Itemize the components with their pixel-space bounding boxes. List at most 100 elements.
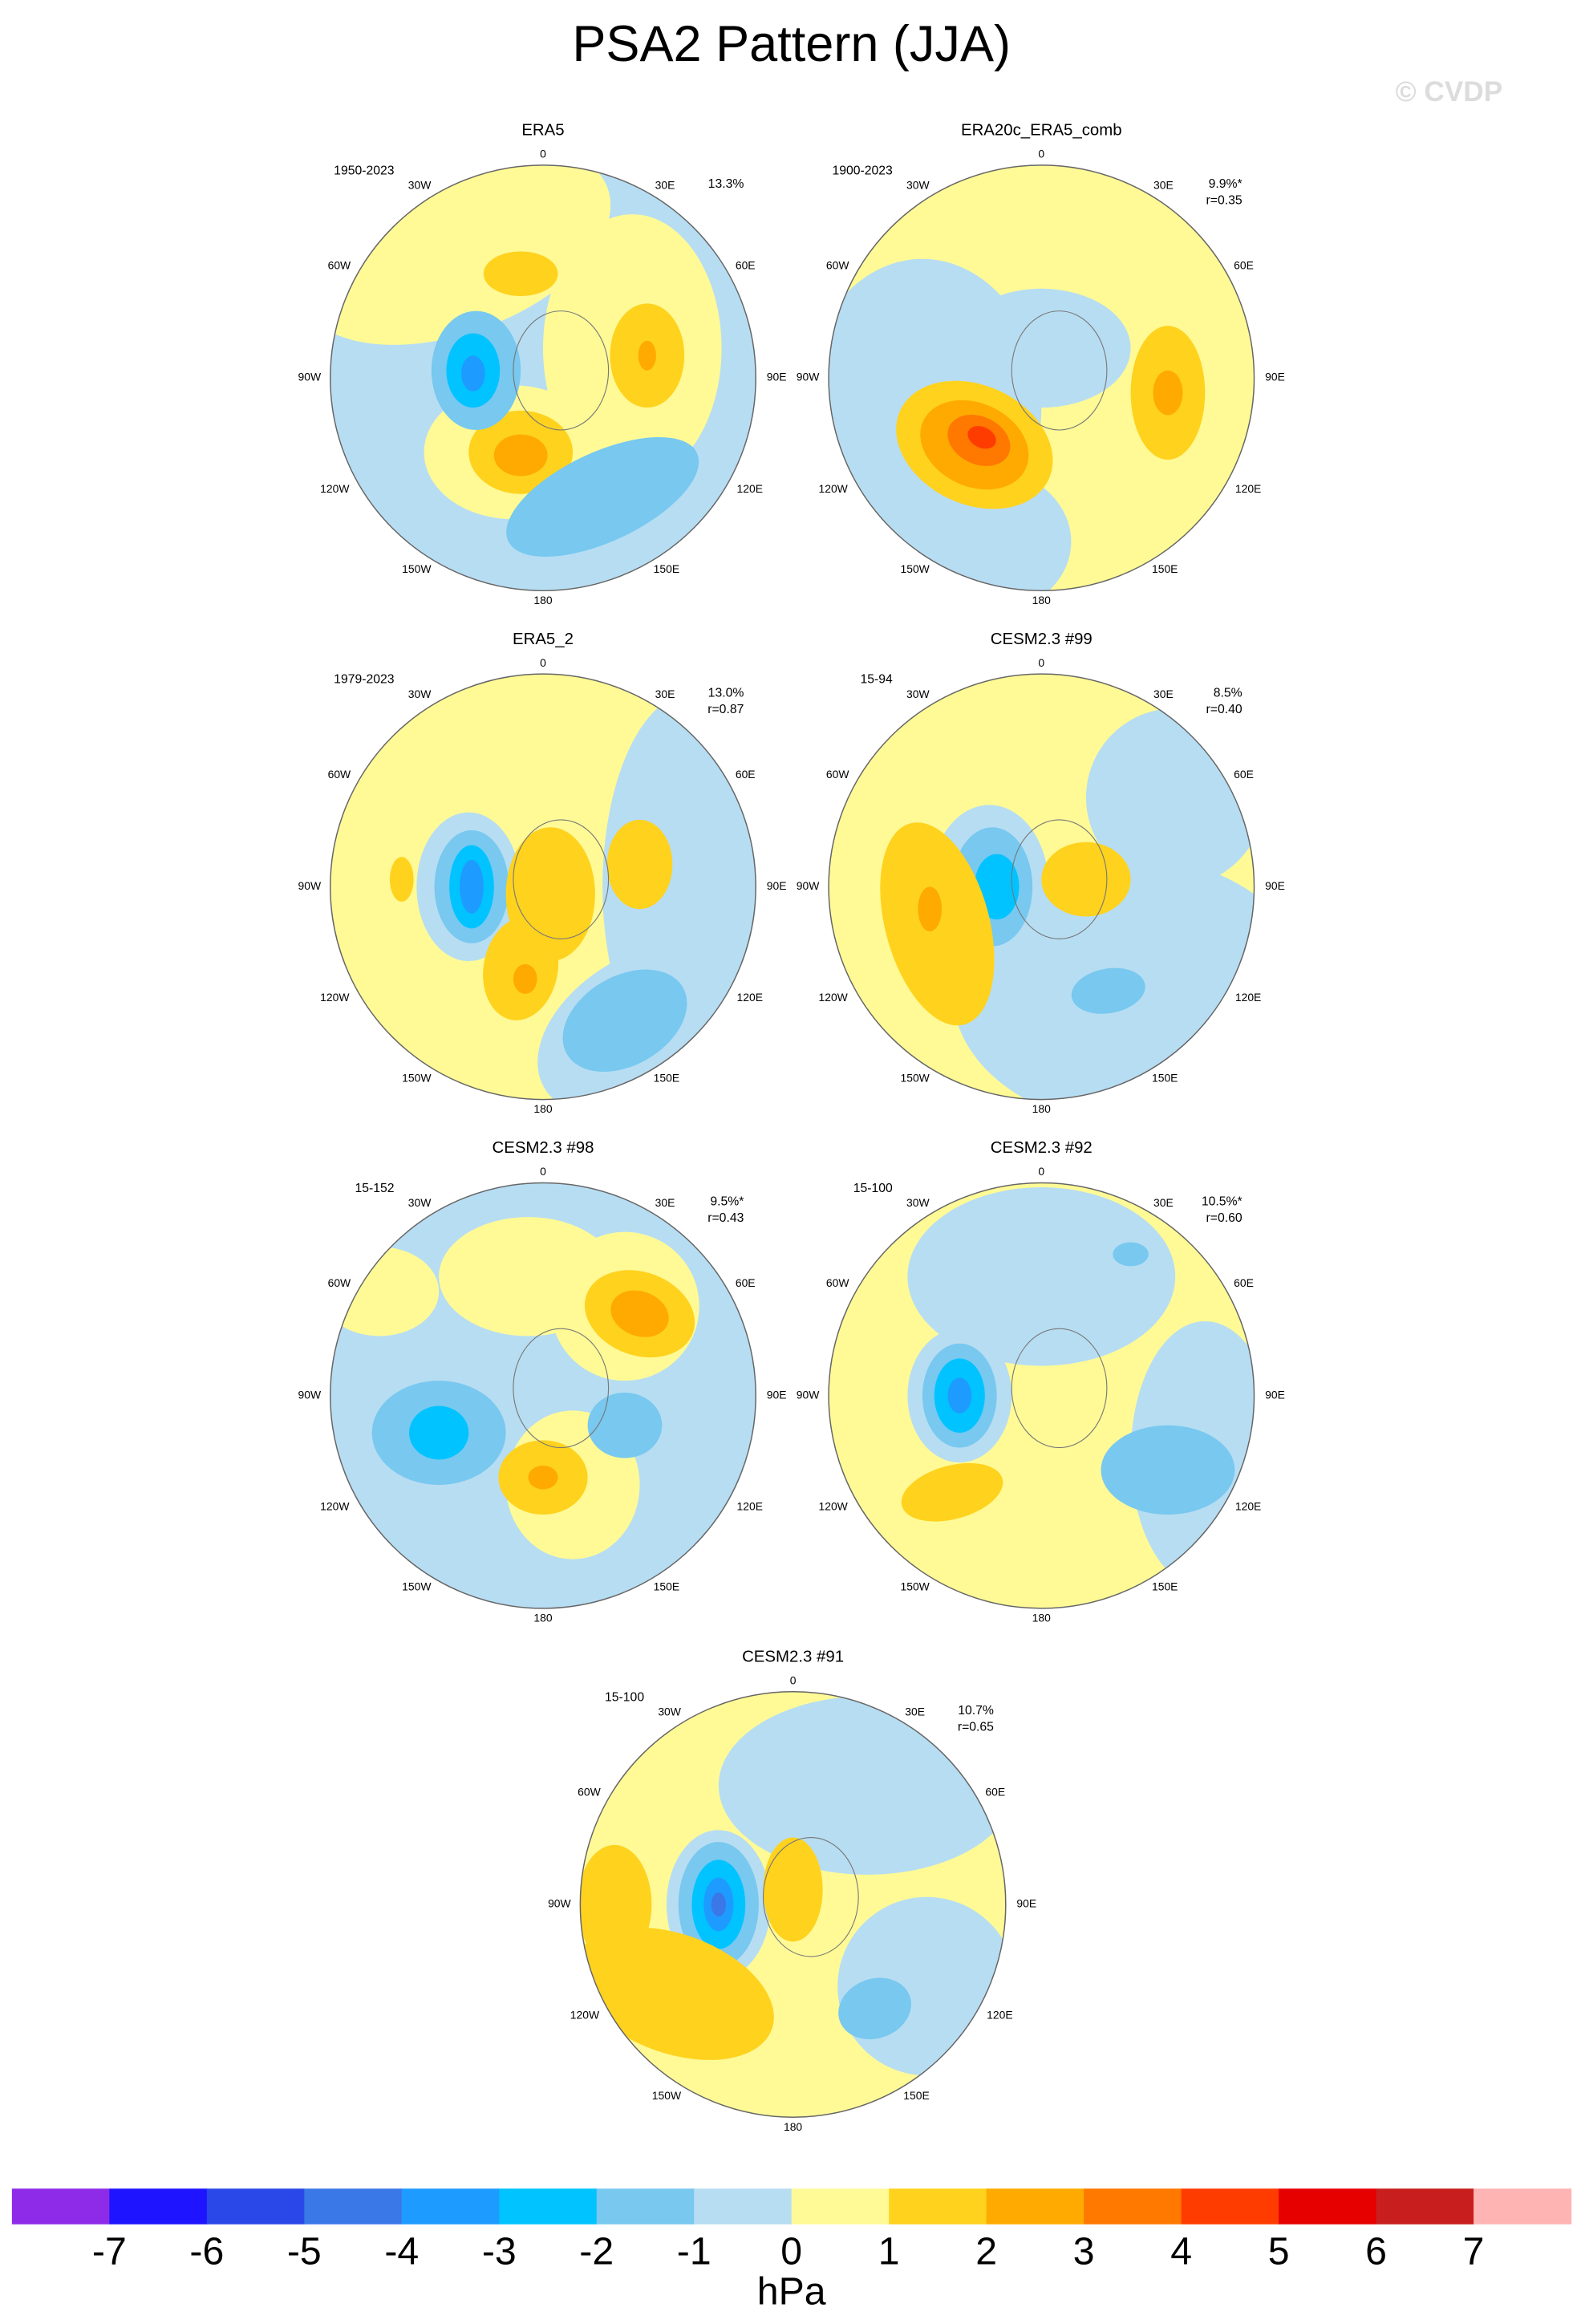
longitude-label: 0 [540,656,546,669]
longitude-label: 150W [900,562,930,575]
panel-variance: 10.7% [958,1704,994,1718]
colorbar-label: 2 [975,2230,997,2273]
longitude-label: 180 [533,594,552,606]
longitude-label: 120W [320,482,350,495]
coastline [1011,1328,1108,1449]
longitude-label: 60E [736,1276,756,1289]
longitude-label: 150E [903,2089,929,2102]
colorbar-swatch [11,2188,110,2225]
contour-region [513,963,537,994]
longitude-label: 30W [906,1196,930,1209]
longitude-label: 150E [1152,1580,1178,1593]
panel-title: CESM2.3 #91 [742,1648,844,1665]
colorbar-label: -7 [92,2230,127,2273]
panel-variance: 13.0% [708,686,744,700]
contour-region [483,251,558,297]
panel-period: 15-100 [605,1690,644,1704]
longitude-label: 0 [540,148,546,160]
longitude-label: 30E [1153,1196,1174,1209]
longitude-label: 180 [1032,1102,1051,1115]
longitude-label: 60W [328,768,351,781]
longitude-label: 90E [767,1388,787,1401]
map-border [828,1182,1255,1609]
longitude-label: 120E [737,1499,763,1512]
map-border [330,1182,756,1609]
contour-region [967,426,996,449]
map-panel [829,1182,1255,1608]
colorbar-swatch [206,2188,305,2225]
longitude-label: 180 [1032,594,1051,606]
colorbar-swatch [109,2188,208,2225]
coastline [513,310,610,431]
panel-title: CESM2.3 #99 [991,631,1093,648]
panel-period: 15-94 [861,673,894,687]
colorbar-label: 1 [878,2230,900,2273]
map-border [579,1691,1007,2118]
longitude-label: 150E [1152,1071,1178,1084]
panel-period: 1900-2023 [832,164,893,177]
contour-region [711,1892,727,1916]
contour-region [907,1187,1176,1366]
longitude-label: 60E [736,768,756,781]
longitude-label: 90W [298,371,321,383]
longitude-label: 120W [570,2009,600,2022]
longitude-label: 180 [533,1612,552,1624]
longitude-label: 150W [402,562,432,575]
longitude-label: 60W [328,1276,351,1289]
contour-region [763,1837,823,1942]
contour-region [562,969,687,1073]
panel-correlation: r=0.35 [1206,194,1243,208]
colorbar-swatch [1474,2188,1572,2225]
map-border [330,673,756,1101]
longitude-label: 150E [1152,562,1178,575]
contour-region [638,340,656,371]
colorbar-swatch [694,2188,793,2225]
longitude-label: 150E [654,1580,679,1593]
colorbar-swatch [1376,2188,1474,2225]
contour-region [838,1977,911,2040]
colorbar-swatch [304,2188,403,2225]
colorbar-label: 3 [1073,2230,1095,2273]
panel-title: ERA5 [521,122,564,140]
colorbar-swatch [986,2188,1084,2225]
panel-period: 15-152 [355,1182,394,1195]
longitude-label: 90W [797,371,820,383]
colorbar-swatch [499,2188,598,2225]
longitude-label: 30E [1153,687,1174,700]
longitude-label: 150W [402,1580,432,1593]
longitude-label: 90W [797,879,820,892]
colorbar-swatch [1279,2188,1377,2225]
panel-variance: 10.5%* [1202,1195,1243,1209]
contour-region [610,1290,669,1337]
panel-variance: 9.9%* [1209,177,1243,191]
longitude-label: 0 [1038,148,1044,160]
longitude-label: 30W [906,179,930,192]
map-panel [330,1182,756,1608]
longitude-label: 60E [985,1786,1005,1799]
colorbar-swatch [791,2188,890,2225]
colorbar-label: 7 [1463,2230,1485,2273]
longitude-label: 90E [1265,879,1285,892]
contour-region [901,1462,1003,1522]
coastline [1011,310,1108,431]
longitude-label: 90E [1265,371,1285,383]
contour-region [1113,1242,1149,1267]
longitude-label: 120W [818,482,848,495]
contour-region [506,436,699,557]
contour-region [974,854,1020,920]
panel-title: CESM2.3 #98 [493,1139,594,1157]
colorbar-label: -1 [677,2230,711,2273]
panel-variance: 8.5% [1214,686,1243,700]
panel-variance: 13.3% [708,177,744,191]
panel-title: ERA20c_ERA5_comb [961,122,1122,140]
longitude-label: 30W [408,1196,432,1209]
panel-correlation: r=0.40 [1206,703,1243,716]
colorbar-label: -2 [579,2230,614,2273]
longitude-label: 120W [818,1499,848,1512]
longitude-label: 120W [320,1499,350,1512]
longitude-label: 150W [900,1580,930,1593]
panel-period: 15-100 [853,1182,893,1195]
longitude-label: 150W [900,1071,930,1084]
panel-variance: 9.5%* [710,1195,744,1209]
longitude-label: 150E [654,562,679,575]
